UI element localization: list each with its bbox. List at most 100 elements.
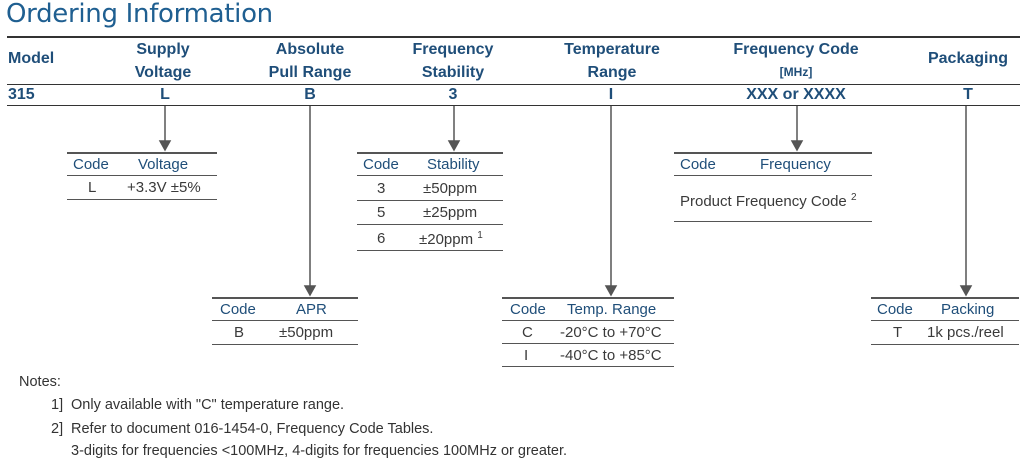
frequency-table: Code Frequency Product Frequency Code 2 xyxy=(674,152,872,224)
stability-table: Code Stability 3 ±50ppm 5 ±25ppm 6 ±20pp… xyxy=(357,152,503,252)
stability-row2-code: 5 xyxy=(377,204,386,221)
value-pull-range: B xyxy=(304,86,316,103)
voltage-col-voltage: Voltage xyxy=(138,156,189,173)
temp-table-bottom-rule xyxy=(502,366,674,367)
packing-col-code: Code xyxy=(877,301,913,318)
voltage-row-code: L xyxy=(88,179,97,196)
voltage-row-desc: +3.3V ±5% xyxy=(127,179,201,196)
apr-row-code: B xyxy=(234,324,245,341)
notes-label: Notes: xyxy=(19,374,61,390)
apr-table-top-rule xyxy=(212,297,358,299)
header-temperature-range: Temperature Range xyxy=(547,38,677,84)
apr-table-bottom-rule xyxy=(212,344,358,345)
frequency-row-text: Product Frequency Code xyxy=(680,193,847,210)
value-model: 315 xyxy=(8,86,35,103)
value-frequency-code: XXX or XXXX xyxy=(746,86,846,103)
value-temperature-range: I xyxy=(608,86,614,103)
stability-table-bottom-rule xyxy=(357,250,503,251)
stability-col-stability: Stability xyxy=(427,156,480,173)
arrow-apr-head xyxy=(303,285,317,297)
frequency-row: Product Frequency Code 2 xyxy=(680,192,857,210)
frequency-table-bottom-rule xyxy=(674,221,872,222)
temp-col-code: Code xyxy=(510,301,546,318)
header-pull-range: Absolute Pull Range xyxy=(250,38,370,84)
arrow-stability-head xyxy=(447,140,461,152)
packing-table-bottom-rule xyxy=(871,344,1019,345)
apr-col-apr: APR xyxy=(296,301,327,318)
header-freqcode-line2: [MHz] xyxy=(779,65,813,79)
header-supply-voltage: Supply Voltage xyxy=(113,38,213,84)
temp-range-table: Code Temp. Range C -20°C to +70°C I -40°… xyxy=(502,297,674,369)
packing-table-header-rule xyxy=(871,320,1019,321)
apr-col-code: Code xyxy=(220,301,256,318)
stability-row1-desc: ±50ppm xyxy=(423,180,478,197)
header-supply-line2: Voltage xyxy=(134,64,192,81)
temp-table-top-rule xyxy=(502,297,674,299)
voltage-col-code: Code xyxy=(73,156,109,173)
values-bottom-rule xyxy=(7,105,1020,106)
header-frequency-code: Frequency Code [MHz] xyxy=(716,38,876,84)
temp-col-range: Temp. Range xyxy=(567,301,657,318)
stability-table-top-rule xyxy=(357,152,503,154)
packing-row-desc: 1k pcs./reel xyxy=(927,324,1004,341)
arrow-voltage-head xyxy=(158,140,172,152)
header-supply-line1: Supply xyxy=(136,41,190,58)
header-packaging-label: Packaging xyxy=(927,50,1009,67)
arrow-temp-head xyxy=(604,285,618,297)
temp-row1-rule xyxy=(502,343,674,344)
packing-col-packing: Packing xyxy=(941,301,995,318)
header-top-rule xyxy=(7,36,1020,38)
header-freqcode-line1: Frequency Code xyxy=(733,41,859,58)
header-frequency-stability: Frequency Stability xyxy=(393,38,513,84)
note-1-text: Only available with "C" temperature rang… xyxy=(71,397,345,413)
stability-row1-code: 3 xyxy=(377,180,386,197)
stability-col-code: Code xyxy=(363,156,399,173)
frequency-col-code: Code xyxy=(680,156,716,173)
stability-row1-rule xyxy=(357,200,503,201)
stability-row3-value: ±20ppm xyxy=(419,231,474,248)
stability-row2-rule xyxy=(357,224,503,225)
note-2-number: 2] xyxy=(51,421,64,437)
apr-row-desc: ±50ppm xyxy=(279,324,334,341)
value-supply-voltage: L xyxy=(160,86,170,103)
frequency-col-frequency: Frequency xyxy=(760,156,831,173)
stability-row2-desc: ±25ppm xyxy=(423,204,478,221)
voltage-table-bottom-rule xyxy=(67,199,217,200)
apr-table-header-rule xyxy=(212,320,358,321)
temp-row1-desc: -20°C to +70°C xyxy=(560,324,662,341)
header-packaging: Packaging xyxy=(918,47,1018,70)
stability-row3-footnote: 1 xyxy=(477,230,483,241)
voltage-table-top-rule xyxy=(67,152,217,154)
value-packaging: T xyxy=(963,86,973,103)
header-temp-line2: Range xyxy=(587,64,637,81)
header-bottom-rule xyxy=(7,84,1020,85)
voltage-table-header-rule xyxy=(67,175,217,176)
packing-table: Code Packing T 1k pcs./reel xyxy=(871,297,1019,347)
voltage-table: Code Voltage L +3.3V ±5% xyxy=(67,152,217,202)
stability-row3-desc: ±20ppm 1 xyxy=(419,230,483,248)
apr-table: Code APR B ±50ppm xyxy=(212,297,358,347)
note-1-number: 1] xyxy=(51,397,64,413)
note-2-continuation: 3-digits for frequencies <100MHz, 4-digi… xyxy=(71,443,568,459)
temp-row2-code: I xyxy=(524,347,529,364)
arrow-frequency-head xyxy=(790,140,804,152)
temp-table-header-rule xyxy=(502,320,674,321)
temp-row1-code: C xyxy=(522,324,533,341)
header-model-label: Model xyxy=(8,50,55,67)
frequency-table-header-rule xyxy=(674,175,872,176)
temp-row2-desc: -40°C to +85°C xyxy=(560,347,662,364)
header-stability-line1: Frequency xyxy=(412,41,494,58)
page-title: Ordering Information xyxy=(6,0,273,29)
header-stability-line2: Stability xyxy=(421,64,485,81)
value-frequency-stability: 3 xyxy=(448,86,458,103)
header-pull-line2: Pull Range xyxy=(268,64,352,81)
note-2-text: Refer to document 016-1454-0, Frequency … xyxy=(71,421,434,437)
frequency-table-top-rule xyxy=(674,152,872,154)
stability-table-header-rule xyxy=(357,175,503,176)
header-model: Model xyxy=(8,47,68,70)
packing-row-code: T xyxy=(893,324,903,341)
packing-table-top-rule xyxy=(871,297,1019,299)
frequency-row-footnote: 2 xyxy=(850,192,857,203)
header-temp-line1: Temperature xyxy=(564,41,660,58)
